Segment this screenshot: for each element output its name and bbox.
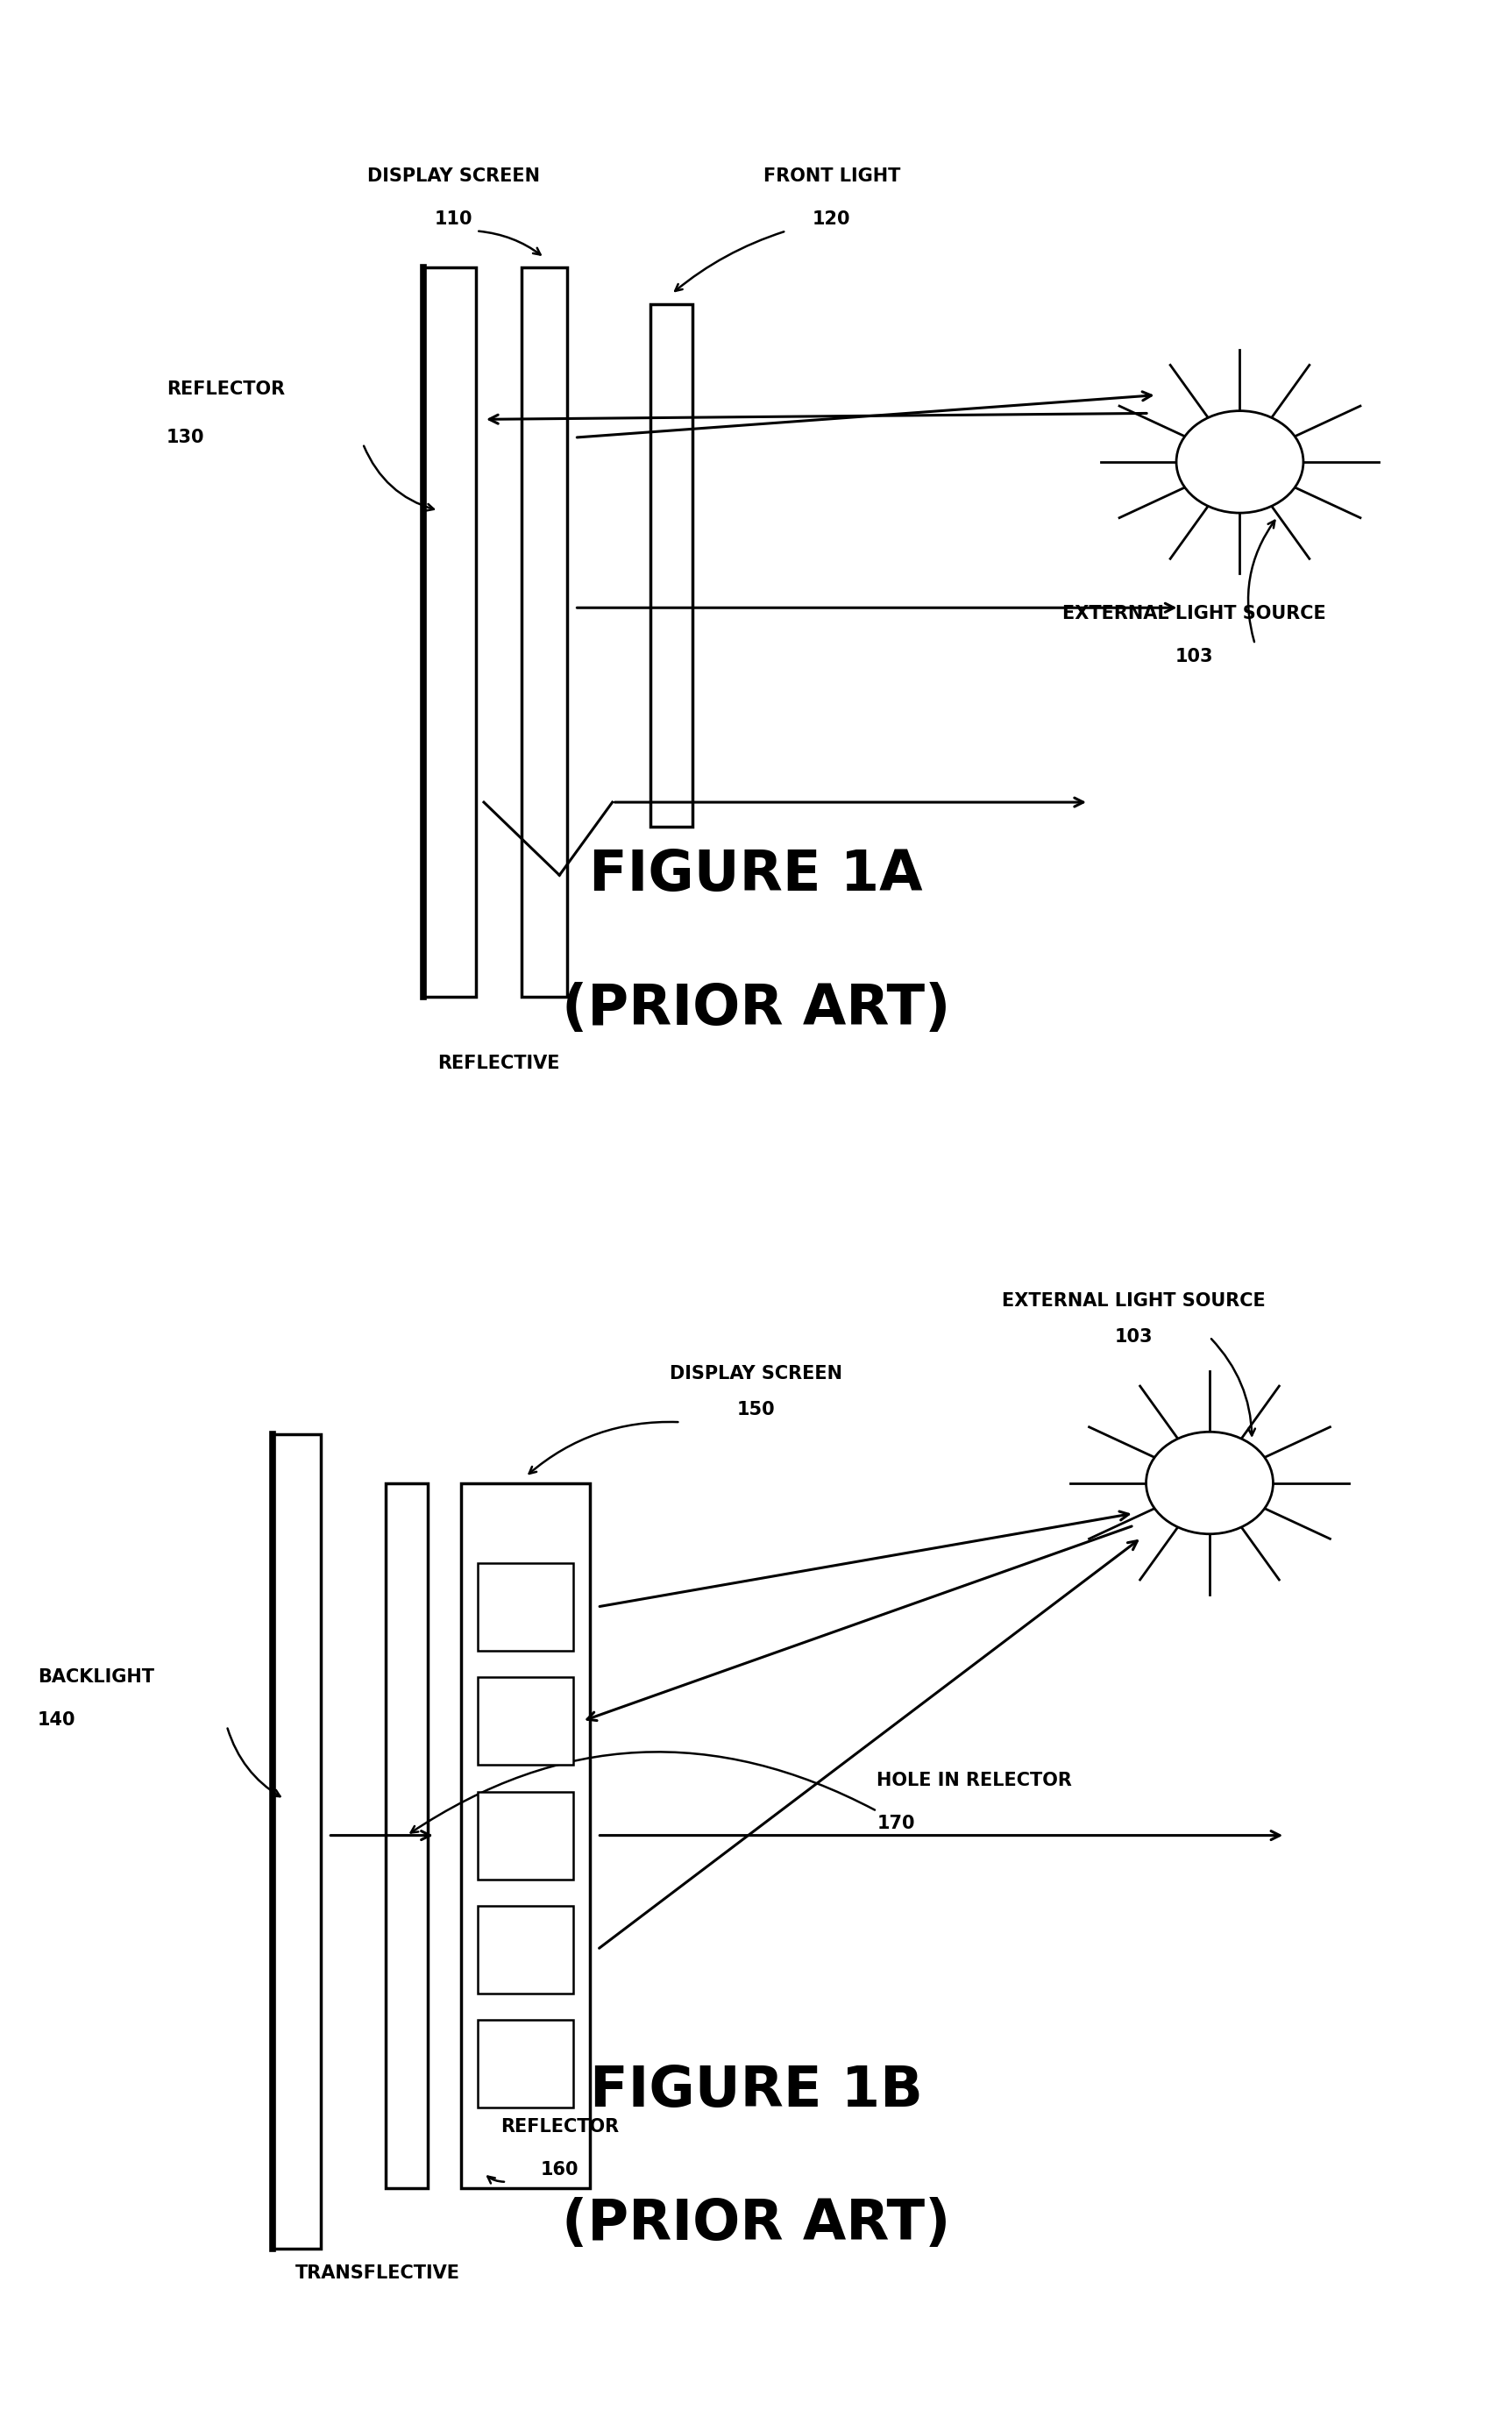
Text: REFLECTOR: REFLECTOR <box>166 379 284 399</box>
Text: DISPLAY SCREEN: DISPLAY SCREEN <box>670 1364 842 1383</box>
Text: BACKLIGHT: BACKLIGHT <box>38 1668 154 1687</box>
Text: 140: 140 <box>38 1711 76 1728</box>
Text: 130: 130 <box>166 428 204 447</box>
Text: REFLECTIVE: REFLECTIVE <box>438 1055 559 1072</box>
Bar <box>478 1677 573 1765</box>
Bar <box>423 267 476 997</box>
Text: FIGURE 1B: FIGURE 1B <box>590 2064 922 2117</box>
Text: 103: 103 <box>1114 1327 1154 1347</box>
Text: DISPLAY SCREEN: DISPLAY SCREEN <box>367 168 540 185</box>
Text: REFLECTOR: REFLECTOR <box>500 2117 618 2137</box>
Bar <box>478 1563 573 1651</box>
Text: HOLE IN RELECTOR: HOLE IN RELECTOR <box>877 1772 1072 1789</box>
Text: 160: 160 <box>540 2161 579 2178</box>
Text: 170: 170 <box>877 1814 915 1833</box>
Bar <box>386 1483 428 2188</box>
Text: FIGURE 1A: FIGURE 1A <box>590 848 922 902</box>
Text: 120: 120 <box>812 209 851 229</box>
Text: 110: 110 <box>434 209 473 229</box>
Bar <box>478 2020 573 2108</box>
Text: EXTERNAL LIGHT SOURCE: EXTERNAL LIGHT SOURCE <box>1002 1291 1266 1310</box>
Bar <box>522 267 567 997</box>
Text: 103: 103 <box>1175 647 1214 666</box>
Bar <box>478 1906 573 1993</box>
Bar <box>650 304 692 827</box>
Bar <box>478 1792 573 1879</box>
Text: EXTERNAL LIGHT SOURCE: EXTERNAL LIGHT SOURCE <box>1063 605 1326 622</box>
Text: 150: 150 <box>736 1400 776 1420</box>
Bar <box>272 1434 321 2249</box>
Text: TRANSFLECTIVE: TRANSFLECTIVE <box>296 2263 460 2283</box>
Text: (PRIOR ART): (PRIOR ART) <box>561 982 951 1036</box>
Text: FRONT LIGHT: FRONT LIGHT <box>764 168 900 185</box>
Bar <box>461 1483 590 2188</box>
Text: (PRIOR ART): (PRIOR ART) <box>561 2198 951 2251</box>
